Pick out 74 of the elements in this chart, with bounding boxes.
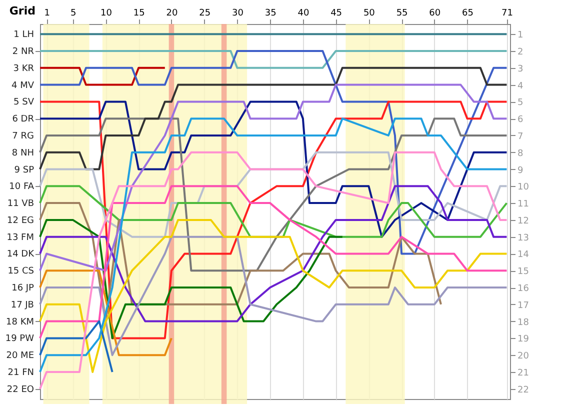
y-tick-label: 18 KM [6, 317, 34, 328]
y2-tick-label: 14 [518, 250, 530, 260]
y-tick-label: 16 JP [12, 284, 35, 294]
x-tick-label: 60 [429, 8, 441, 18]
y-tick-label: 20 ME [6, 351, 34, 362]
x-tick-label: 30 [232, 8, 244, 18]
x-tick-label: 65 [462, 8, 474, 18]
y2-tick-label: 4 [518, 81, 524, 92]
y2-tick-label: 8 [518, 148, 524, 159]
y-tick-label: 3 KR [13, 64, 34, 74]
y2-tick-label: 3 [518, 64, 524, 74]
line-series [39, 320, 114, 373]
y2-tick-label: 22 [518, 385, 529, 396]
line-series [39, 84, 508, 272]
y-tick-label: 10 FA [9, 182, 35, 192]
line-series [39, 118, 508, 272]
y2-tick-label: 10 [518, 182, 530, 193]
y-tick-label: 17 JB [10, 300, 34, 310]
y-tick-label: 11 VB [7, 199, 34, 210]
x-tick-label: 15 [133, 8, 145, 18]
y2-tick-label: 21 [518, 368, 529, 378]
y-tick-label: 15 CS [8, 266, 34, 277]
x-tick-label: 1 [44, 8, 50, 18]
line-series [39, 66, 508, 170]
y-tick-label: 19 PW [5, 334, 34, 344]
y-tick-label: 13 FM [6, 232, 34, 243]
y2-tick-label: 9 [518, 166, 524, 176]
y2-tick-label: 2 [518, 48, 524, 58]
y2-tick-label: 6 [518, 115, 524, 126]
x-tick-label: 10 [100, 8, 112, 18]
line-series [39, 151, 508, 390]
y-tick-label: 21 FN [8, 368, 34, 378]
y2-tick-label: 1 [518, 30, 524, 41]
y-tick-label: 22 EO [6, 384, 34, 395]
y2-tick-label: 17 [518, 300, 529, 311]
y2-tick-label: 7 [518, 132, 524, 142]
y-tick-label: 8 NH [12, 148, 34, 158]
y2-tick-label: 20 [518, 352, 530, 362]
y-tick-label: 7 RG [12, 131, 34, 142]
y-axis-title: Grid [9, 4, 36, 18]
x-tick-label: 45 [330, 8, 342, 18]
x-tick-label: 40 [298, 8, 310, 18]
y-tick-label: 6 DR [12, 114, 34, 125]
line-series [39, 100, 508, 340]
y-tick-label: 1 LH [14, 30, 34, 40]
line-series [39, 270, 172, 356]
line-series [39, 50, 508, 255]
y2-tick-label: 19 [518, 334, 530, 345]
x-tick-label: 35 [264, 8, 276, 18]
line-series [39, 185, 508, 238]
y2-tick-label: 18 [518, 318, 530, 328]
y-tick-label: 5 SV [14, 98, 35, 108]
x-tick-label: 71 [501, 8, 513, 18]
y2-tick-label: 12 [518, 216, 529, 226]
y2-tick-label: 13 [518, 233, 529, 244]
x-tick-label: 55 [396, 8, 408, 18]
y2-tick-label: 5 [518, 98, 524, 108]
y2-tick-label: 15 [518, 267, 529, 278]
x-tick-label: 5 [70, 8, 76, 18]
x-tick-label: 25 [199, 8, 211, 18]
x-tick-label: 50 [363, 8, 376, 18]
line-series [39, 218, 508, 373]
y2-tick-label: 11 [518, 200, 529, 210]
line-series [39, 236, 508, 356]
line-series [39, 100, 508, 238]
y-tick-label: 14 DK [6, 250, 36, 260]
y-tick-label: 12 EG [7, 216, 34, 226]
x-tick-label: 20 [166, 8, 178, 18]
y-tick-label: 9 SP [14, 165, 35, 176]
y-tick-label: 2 NR [12, 47, 34, 58]
line-series [39, 118, 508, 373]
line-series [39, 218, 344, 340]
y2-tick-label: 16 [518, 284, 530, 294]
y-tick-label: 4 MV [11, 80, 35, 91]
